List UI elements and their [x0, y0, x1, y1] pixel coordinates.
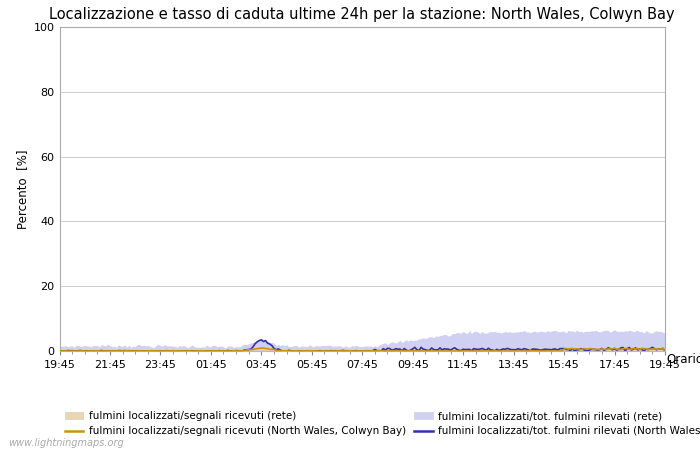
Title: Localizzazione e tasso di caduta ultime 24h per la stazione: North Wales, Colwyn: Localizzazione e tasso di caduta ultime … — [50, 7, 675, 22]
Text: Orario: Orario — [666, 353, 700, 366]
Text: www.lightningmaps.org: www.lightningmaps.org — [8, 438, 124, 448]
Y-axis label: Percento  [%]: Percento [%] — [17, 149, 29, 229]
Legend: fulmini localizzati/segnali ricevuti (rete), fulmini localizzati/segnali ricevut: fulmini localizzati/segnali ricevuti (re… — [64, 411, 700, 436]
